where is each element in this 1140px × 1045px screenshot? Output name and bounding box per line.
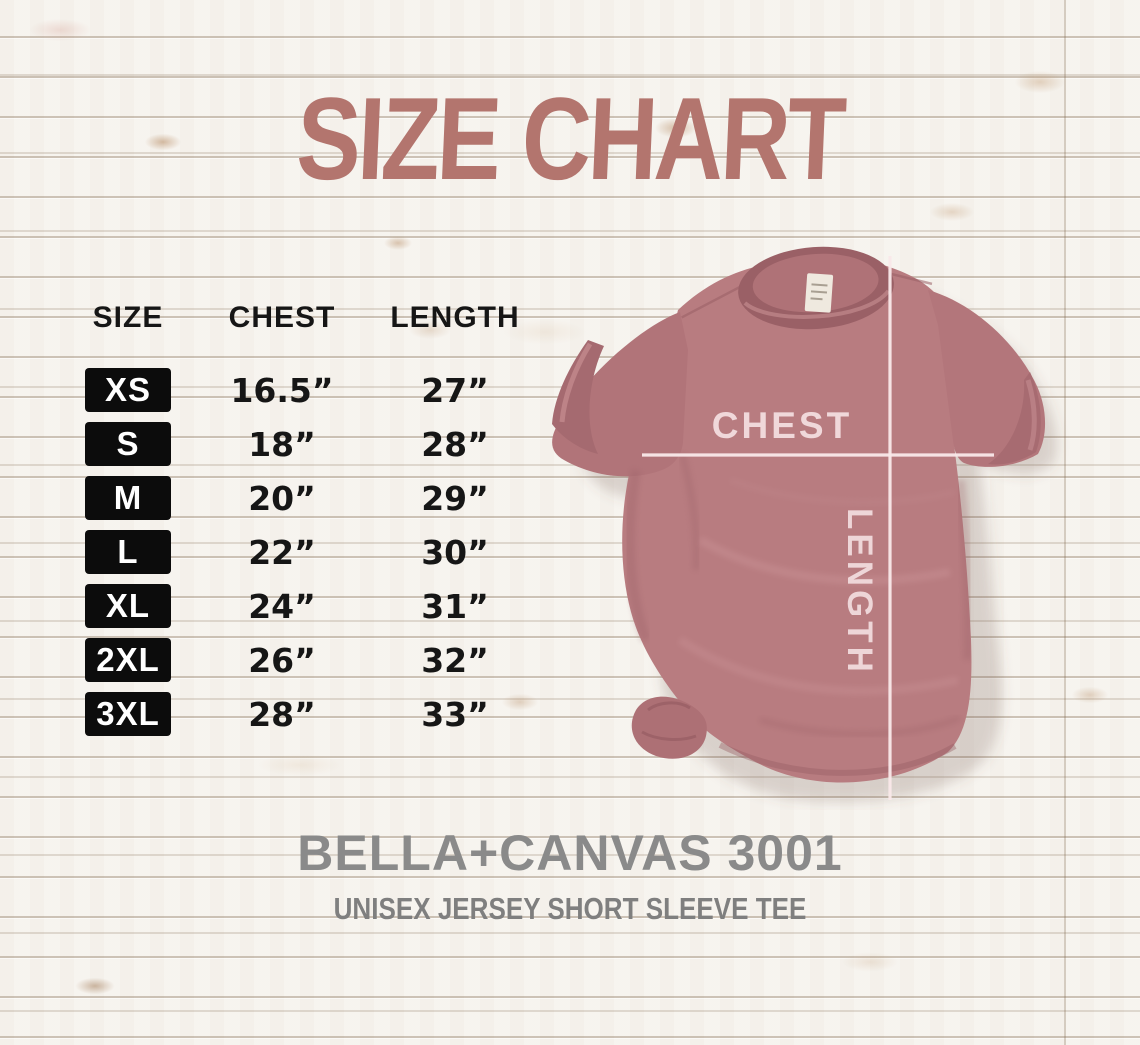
chest-measure-label: CHEST xyxy=(712,405,852,446)
length-value-xs: 27” xyxy=(421,370,489,410)
tshirt-photo: CHEST LENGTH xyxy=(530,240,1110,810)
chest-value-l: 22” xyxy=(248,532,316,572)
fabric-wrinkles xyxy=(625,453,974,776)
right-cuff-highlight xyxy=(1025,379,1037,451)
length-value-2xl: 32” xyxy=(421,640,489,680)
length-measure-label: LENGTH xyxy=(840,508,879,676)
size-badge-xl: XL xyxy=(85,584,171,628)
length-value-m: 29” xyxy=(421,478,489,518)
chest-value-m: 20” xyxy=(248,478,316,518)
tshirt-graphic: CHEST LENGTH xyxy=(552,246,1057,803)
table-row: XS 16.5” 27” xyxy=(62,368,540,412)
length-value-s: 28” xyxy=(421,424,489,464)
table-row: 2XL 26” 32” xyxy=(62,638,540,682)
size-table: SIZE CHEST LENGTH XS 16.5” 27” S 18” 28”… xyxy=(62,296,540,746)
product-subtitle: UNISEX JERSEY SHORT SLEEVE TEE xyxy=(333,891,807,926)
column-header-size: SIZE xyxy=(92,301,164,334)
table-row: XL 24” 31” xyxy=(62,584,540,628)
size-badge-3xl: 3XL xyxy=(85,692,171,736)
size-badge-2xl: 2XL xyxy=(85,638,171,682)
size-badge-l: L xyxy=(85,530,171,574)
table-row: M 20” 29” xyxy=(62,476,540,520)
chest-value-3xl: 28” xyxy=(248,694,316,734)
product-name: BELLA+CANVAS 3001 xyxy=(297,825,843,881)
chest-value-xl: 24” xyxy=(248,586,316,626)
page-title: SIZE CHART xyxy=(294,74,846,205)
chest-value-2xl: 26” xyxy=(248,640,316,680)
length-value-xl: 31” xyxy=(421,586,489,626)
hem-knot xyxy=(631,696,707,759)
size-badge-m: M xyxy=(85,476,171,520)
neck-tag xyxy=(804,273,834,313)
table-header-row: SIZE CHEST LENGTH xyxy=(62,296,540,340)
table-row: 3XL 28” 33” xyxy=(62,692,540,736)
length-value-3xl: 33” xyxy=(421,694,489,734)
table-row: L 22” 30” xyxy=(62,530,540,574)
shirt-body xyxy=(622,257,972,783)
length-value-l: 30” xyxy=(421,532,489,572)
size-badge-s: S xyxy=(85,422,171,466)
chest-value-s: 18” xyxy=(248,424,316,464)
left-cuff-highlight xyxy=(559,342,593,423)
column-header-length: LENGTH xyxy=(390,301,520,334)
left-cuff-roll xyxy=(552,340,604,454)
right-cuff-roll xyxy=(988,372,1041,465)
size-badge-xs: XS xyxy=(85,368,171,412)
shirt-right-sleeve xyxy=(928,290,1046,467)
table-row: S 18” 28” xyxy=(62,422,540,466)
chest-value-xs: 16.5” xyxy=(230,370,334,410)
column-header-chest: CHEST xyxy=(228,301,336,334)
